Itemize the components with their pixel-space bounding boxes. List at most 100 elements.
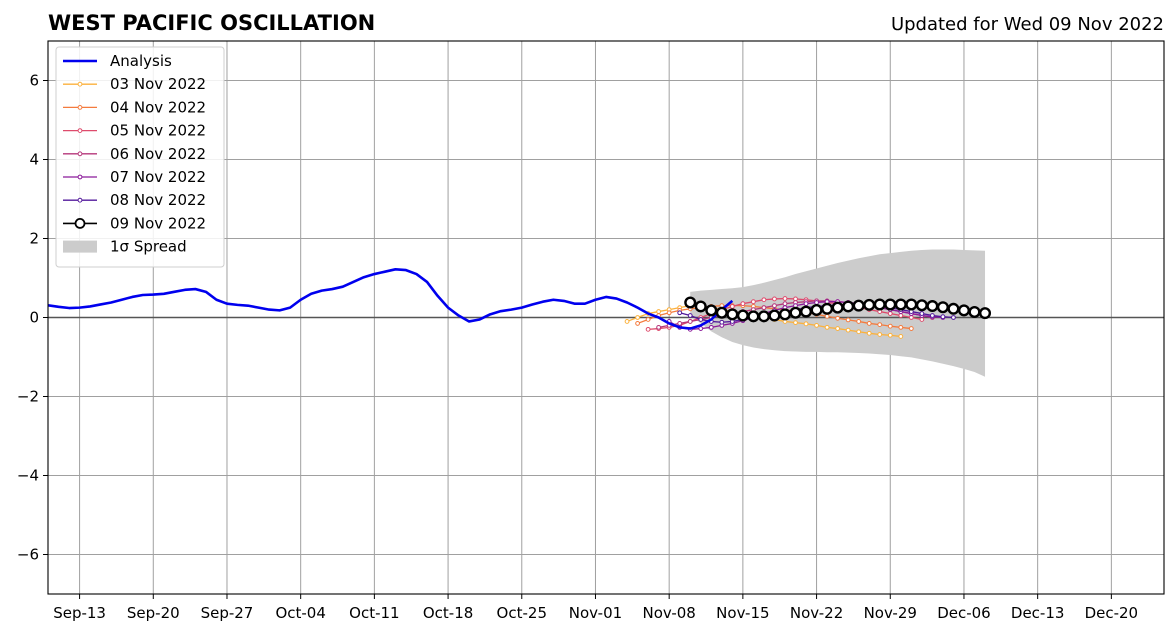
legend-swatch-marker bbox=[77, 151, 83, 157]
series-point-4 bbox=[656, 324, 662, 330]
y-tick-label: −2 bbox=[17, 388, 39, 406]
series-point-3 bbox=[729, 304, 735, 309]
series-point-3 bbox=[919, 317, 925, 322]
y-tick-label: 6 bbox=[29, 72, 39, 90]
series-point-2 bbox=[908, 326, 914, 331]
chart-title: WEST PACIFIC OSCILLATION bbox=[48, 11, 375, 35]
series-point-7 bbox=[821, 302, 834, 315]
series-point-1 bbox=[856, 329, 862, 335]
series-point-7 bbox=[684, 296, 697, 309]
series-point-3 bbox=[782, 296, 788, 301]
legend-label: 08 Nov 2022 bbox=[110, 191, 206, 209]
series-point-7 bbox=[884, 298, 897, 311]
x-tick-label: Dec-13 bbox=[1011, 604, 1065, 622]
series-point-7 bbox=[915, 299, 928, 312]
series-point-7 bbox=[947, 302, 960, 315]
legend-swatch-spread bbox=[63, 240, 97, 253]
series-point-7 bbox=[979, 307, 992, 320]
series-point-2 bbox=[645, 317, 651, 322]
series-point-7 bbox=[873, 298, 886, 311]
series-point-7 bbox=[957, 304, 970, 317]
series-point-7 bbox=[863, 298, 876, 311]
series-point-2 bbox=[635, 321, 640, 326]
series-point-7 bbox=[936, 301, 949, 314]
x-tick-label: Oct-25 bbox=[497, 604, 547, 622]
x-tick-label: Nov-01 bbox=[569, 604, 622, 622]
series-point-2 bbox=[887, 323, 893, 329]
series-point-1 bbox=[656, 309, 662, 314]
series-point-7 bbox=[747, 310, 760, 323]
series-point-4 bbox=[761, 305, 767, 311]
series-point-1 bbox=[635, 315, 640, 320]
series-point-1 bbox=[824, 324, 830, 330]
series-point-6 bbox=[687, 313, 693, 318]
series-point-3 bbox=[772, 296, 777, 302]
series-point-7 bbox=[926, 300, 939, 313]
x-tick-label: Dec-20 bbox=[1085, 604, 1139, 622]
legend-label: 03 Nov 2022 bbox=[110, 75, 206, 93]
x-tick-label: Dec-06 bbox=[937, 604, 991, 622]
series-point-1 bbox=[835, 326, 841, 331]
y-tick-label: 0 bbox=[29, 309, 39, 327]
series-point-1 bbox=[887, 332, 893, 338]
series-point-7 bbox=[778, 308, 791, 321]
series-line-0 bbox=[48, 268, 734, 330]
legend-box bbox=[55, 46, 225, 268]
plot-area bbox=[48, 41, 1164, 594]
series-point-6 bbox=[698, 317, 704, 322]
series-point-3 bbox=[887, 311, 893, 316]
y-tick-label: −4 bbox=[17, 467, 39, 485]
series-point-7 bbox=[789, 306, 802, 319]
series-point-2 bbox=[898, 324, 904, 330]
series-point-7 bbox=[736, 309, 749, 322]
y-tick-label: 2 bbox=[29, 230, 39, 248]
legend: Analysis 03 Nov 2022 04 Nov 2022 05 Nov 202… bbox=[55, 46, 225, 268]
series-point-7 bbox=[852, 299, 865, 312]
series-point-7 bbox=[894, 298, 907, 311]
series-point-4 bbox=[677, 321, 683, 326]
x-tick-label: Sep-13 bbox=[53, 604, 106, 622]
series-point-5 bbox=[803, 301, 809, 307]
legend-label: 04 Nov 2022 bbox=[110, 98, 206, 116]
chart-subtitle: Updated for Wed 09 Nov 2022 bbox=[891, 14, 1164, 35]
series-point-3 bbox=[750, 299, 756, 305]
series-point-2 bbox=[866, 321, 872, 326]
x-tick-label: Oct-11 bbox=[349, 604, 399, 622]
series-point-3 bbox=[898, 313, 904, 318]
series-point-2 bbox=[666, 310, 672, 316]
series-point-5 bbox=[708, 324, 714, 330]
legend-swatch-marker bbox=[77, 174, 83, 180]
series-point-6 bbox=[719, 319, 725, 325]
x-tick-label: Nov-29 bbox=[864, 604, 917, 622]
series-point-7 bbox=[726, 308, 739, 321]
series-point-2 bbox=[835, 315, 841, 321]
legend-label: 06 Nov 2022 bbox=[110, 145, 206, 163]
series-point-6 bbox=[951, 315, 956, 320]
legend-swatch-marker bbox=[77, 105, 83, 110]
series-point-6 bbox=[919, 311, 925, 316]
legend-label: Analysis bbox=[110, 52, 172, 70]
series-point-2 bbox=[824, 313, 830, 319]
series-point-1 bbox=[866, 330, 872, 336]
series-point-1 bbox=[624, 319, 630, 324]
series-point-7 bbox=[905, 298, 918, 311]
series-point-7 bbox=[757, 310, 770, 323]
series-point-1 bbox=[814, 323, 819, 328]
series-point-2 bbox=[856, 319, 862, 324]
series-point-6 bbox=[940, 314, 946, 320]
series-point-1 bbox=[898, 334, 904, 339]
legend-swatch-marker bbox=[77, 197, 83, 203]
series-point-2 bbox=[845, 317, 851, 323]
series-point-1 bbox=[877, 332, 883, 337]
series-point-4 bbox=[772, 303, 777, 309]
y-tick-label: 4 bbox=[29, 151, 39, 169]
series-point-6 bbox=[677, 310, 683, 316]
series-point-5 bbox=[698, 326, 704, 331]
series-point-6 bbox=[929, 313, 935, 318]
series-point-1 bbox=[803, 321, 809, 327]
series-point-3 bbox=[908, 315, 914, 320]
series-point-4 bbox=[782, 301, 788, 307]
series-point-3 bbox=[761, 297, 767, 303]
series-point-7 bbox=[810, 303, 823, 316]
